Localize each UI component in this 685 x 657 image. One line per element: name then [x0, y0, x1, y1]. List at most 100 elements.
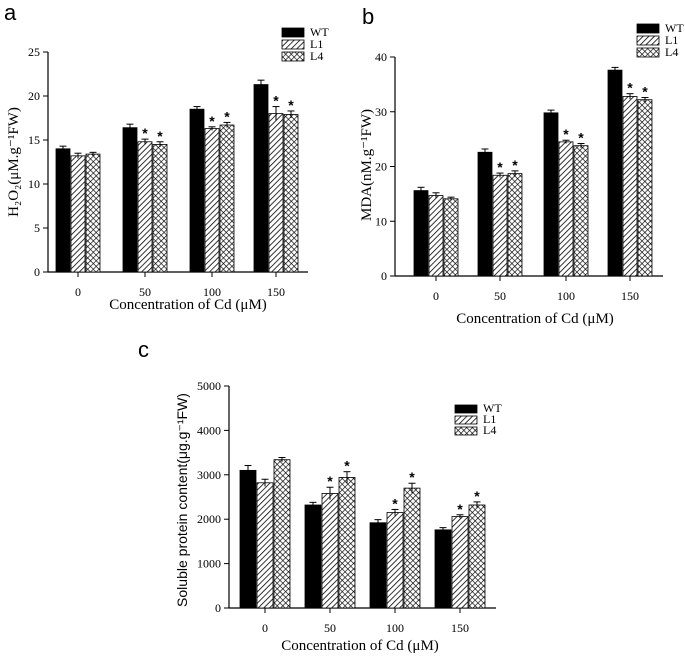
- significance-star: *: [142, 125, 148, 141]
- x-axis-label-c: Concentration of Cd (μM): [281, 638, 439, 654]
- bar-wt-50: [477, 151, 493, 277]
- significance-star: *: [273, 93, 279, 109]
- legend-label-wt: WT: [310, 25, 329, 39]
- panel-b: b MDA(nM.g⁻¹FW) Concentration of Cd (μM)…: [359, 4, 684, 327]
- significance-star: *: [392, 495, 398, 511]
- legend-swatch-l1: [454, 415, 478, 425]
- bar-l4-100: [219, 124, 235, 273]
- bar-l1-0: [428, 195, 444, 277]
- legend-label-l4: L4: [665, 45, 678, 59]
- x-tick-label: 150: [451, 621, 469, 635]
- bar-wt-50: [304, 504, 322, 609]
- panel-label-c: c: [138, 337, 149, 362]
- legend-swatch-wt: [281, 27, 305, 38]
- y-tick-label: 15: [28, 133, 40, 147]
- x-tick-label: 0: [262, 621, 268, 635]
- bar-l1-0: [70, 155, 86, 273]
- bar-wt-150: [434, 529, 452, 609]
- y-tick-label: 0: [34, 265, 40, 279]
- y-tick-label: 0: [215, 601, 221, 615]
- bar-wt-0: [413, 190, 429, 277]
- bar-l4-150: [468, 504, 486, 609]
- x-tick-label: 0: [433, 289, 439, 303]
- bar-l4-100: [403, 487, 421, 609]
- significance-star: *: [157, 128, 163, 144]
- significance-star: *: [474, 488, 480, 504]
- y-tick-label: 10: [28, 177, 40, 191]
- significance-star: *: [457, 501, 463, 517]
- x-axis-label-a: Concentration of Cd (μM): [109, 297, 267, 313]
- bar-l4-50: [338, 477, 356, 609]
- y-tick-label: 25: [28, 45, 40, 59]
- y-tick-label: 4000: [197, 423, 221, 437]
- bar-l4-150: [283, 114, 299, 273]
- bar-l1-0: [256, 482, 274, 609]
- legend-label-l1: L1: [665, 33, 678, 47]
- significance-star: *: [344, 458, 350, 474]
- significance-star: *: [578, 130, 584, 146]
- x-tick-label: 50: [139, 285, 151, 299]
- legend-swatch-wt: [636, 23, 660, 34]
- bar-l1-50: [137, 141, 153, 273]
- legend-swatch-l4: [454, 426, 478, 436]
- significance-star: *: [563, 126, 569, 142]
- y-tick-label: 30: [375, 105, 387, 119]
- significance-star: *: [209, 113, 215, 129]
- x-tick-label: 100: [557, 289, 575, 303]
- legend-label-l1: L1: [483, 412, 496, 426]
- y-tick-label: 3000: [197, 468, 221, 482]
- y-tick-label: 40: [375, 50, 387, 64]
- y-axis-label-a: H₂O₂(μM.g⁻¹FW): [6, 107, 22, 217]
- legend-label-wt: WT: [483, 401, 502, 415]
- y-tick-label: 0: [381, 269, 387, 283]
- bar-wt-50: [122, 127, 138, 273]
- bar-l1-150: [268, 113, 284, 273]
- x-tick-label: 150: [621, 289, 639, 303]
- bar-wt-0: [55, 148, 71, 273]
- bar-l1-50: [321, 493, 339, 609]
- significance-star: *: [642, 84, 648, 100]
- bar-l4-50: [152, 143, 168, 273]
- y-tick-label: 5: [34, 221, 40, 235]
- y-tick-label: 2000: [197, 512, 221, 526]
- bar-wt-100: [189, 108, 205, 273]
- legend-label-l4: L4: [310, 49, 323, 63]
- significance-star: *: [627, 80, 633, 96]
- bar-wt-100: [543, 112, 559, 277]
- legend-label-wt: WT: [665, 21, 684, 35]
- y-tick-label: 5000: [197, 379, 221, 393]
- legend-swatch-l1: [281, 39, 305, 50]
- significance-star: *: [288, 97, 294, 113]
- x-tick-label: 150: [267, 285, 285, 299]
- x-tick-label: 50: [324, 621, 336, 635]
- legend-label-l1: L1: [310, 37, 323, 51]
- y-tick-label: 20: [28, 89, 40, 103]
- x-tick-label: 100: [203, 285, 221, 299]
- bar-l4-150: [637, 99, 653, 277]
- y-tick-label: 1000: [197, 557, 221, 571]
- bar-wt-0: [239, 469, 257, 609]
- legend-swatch-l1: [636, 35, 660, 46]
- legend-swatch-l4: [636, 47, 660, 58]
- significance-star: *: [224, 108, 230, 124]
- y-axis-label-c: Soluble protein content(μg.g⁻¹FW): [174, 393, 190, 607]
- bar-l4-0: [85, 153, 101, 273]
- significance-star: *: [409, 469, 415, 485]
- bar-l1-100: [386, 512, 404, 609]
- x-tick-label: 100: [386, 621, 404, 635]
- x-axis-label-b: Concentration of Cd (μM): [456, 311, 614, 327]
- y-tick-label: 10: [375, 214, 387, 228]
- legend-label-l4: L4: [483, 423, 496, 437]
- bar-l4-50: [507, 173, 523, 277]
- legend-swatch-l4: [281, 51, 305, 62]
- legend-swatch-wt: [454, 404, 478, 414]
- x-tick-label: 50: [494, 289, 506, 303]
- bar-l1-150: [622, 96, 638, 277]
- panel-c: c Soluble protein content(μg.g⁻¹FW) Conc…: [138, 337, 502, 654]
- bar-wt-100: [369, 522, 387, 609]
- x-tick-label: 0: [75, 285, 81, 299]
- y-axis-label-b: MDA(nM.g⁻¹FW): [359, 109, 375, 221]
- bar-wt-150: [253, 84, 269, 273]
- significance-star: *: [327, 473, 333, 489]
- bar-l1-100: [558, 141, 574, 277]
